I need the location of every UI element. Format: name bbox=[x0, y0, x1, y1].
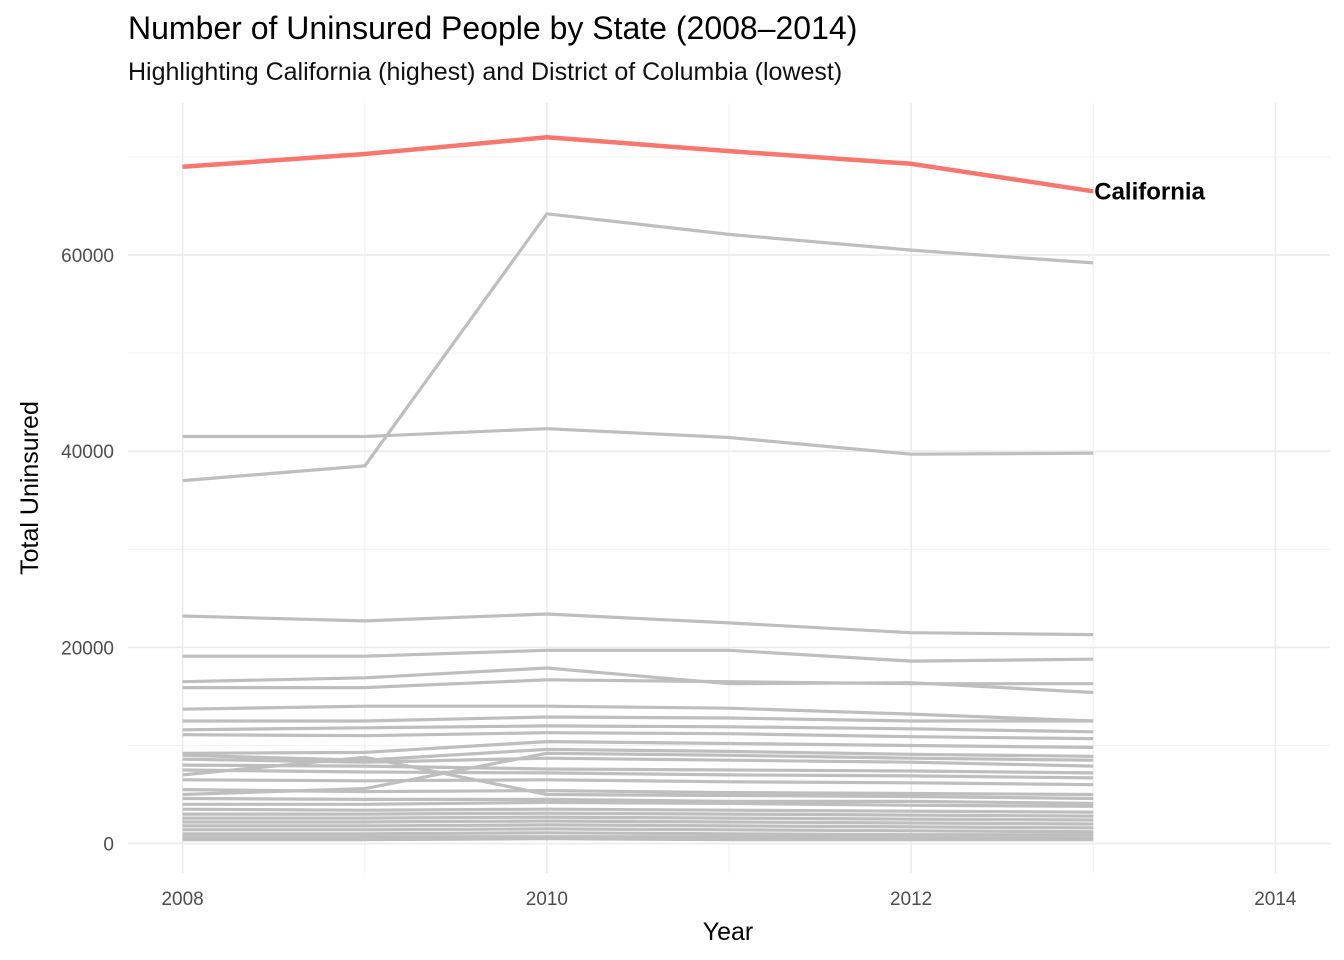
highlight-lines bbox=[182, 135, 1094, 194]
y-axis-title: Total Uninsured bbox=[16, 401, 44, 575]
chart-title: Number of Uninsured People by State (200… bbox=[128, 10, 858, 46]
state-line bbox=[182, 815, 1094, 822]
y-tick-label: 40000 bbox=[61, 442, 114, 463]
chart-subtitle: Highlighting California (highest) and Di… bbox=[128, 58, 843, 86]
state-line bbox=[182, 811, 1094, 818]
state-line bbox=[182, 731, 1094, 741]
x-axis-ticks: 2008 2010 2012 2014 bbox=[161, 889, 1296, 910]
state-line bbox=[182, 835, 1094, 840]
other-state-lines bbox=[182, 212, 1094, 842]
y-tick-label: 20000 bbox=[61, 638, 114, 659]
state-line bbox=[182, 763, 1094, 775]
grid bbox=[128, 103, 1330, 873]
highlight-line-california bbox=[182, 135, 1094, 194]
state-line bbox=[182, 704, 1094, 723]
state-line bbox=[182, 648, 1094, 663]
x-tick-label: 2014 bbox=[1254, 889, 1297, 910]
state-line bbox=[182, 751, 1094, 797]
x-tick-label: 2010 bbox=[526, 889, 568, 910]
state-line bbox=[182, 755, 1094, 801]
state-line bbox=[182, 715, 1094, 723]
state-line bbox=[182, 819, 1094, 826]
state-line bbox=[182, 796, 1094, 805]
state-line bbox=[182, 740, 1094, 755]
state-line bbox=[182, 823, 1094, 830]
state-line bbox=[182, 768, 1094, 780]
state-line bbox=[182, 212, 1094, 483]
x-axis-title: Year bbox=[703, 918, 754, 946]
state-line bbox=[182, 837, 1094, 842]
state-line bbox=[182, 827, 1094, 834]
state-line bbox=[182, 788, 1094, 797]
highlight-label-california: California bbox=[1094, 178, 1205, 205]
state-line bbox=[182, 778, 1094, 787]
state-line bbox=[182, 800, 1094, 808]
state-line bbox=[182, 831, 1094, 837]
line-labels: California bbox=[1094, 178, 1205, 205]
state-line bbox=[182, 427, 1094, 456]
state-line bbox=[182, 807, 1094, 814]
state-line bbox=[182, 678, 1094, 690]
y-tick-label: 0 bbox=[103, 835, 114, 856]
y-axis-ticks: 0 20000 40000 60000 bbox=[61, 246, 114, 856]
x-tick-label: 2008 bbox=[161, 889, 203, 910]
state-line bbox=[182, 724, 1094, 734]
y-tick-label: 60000 bbox=[61, 246, 114, 267]
x-tick-label: 2012 bbox=[890, 889, 932, 910]
state-line bbox=[182, 612, 1094, 637]
